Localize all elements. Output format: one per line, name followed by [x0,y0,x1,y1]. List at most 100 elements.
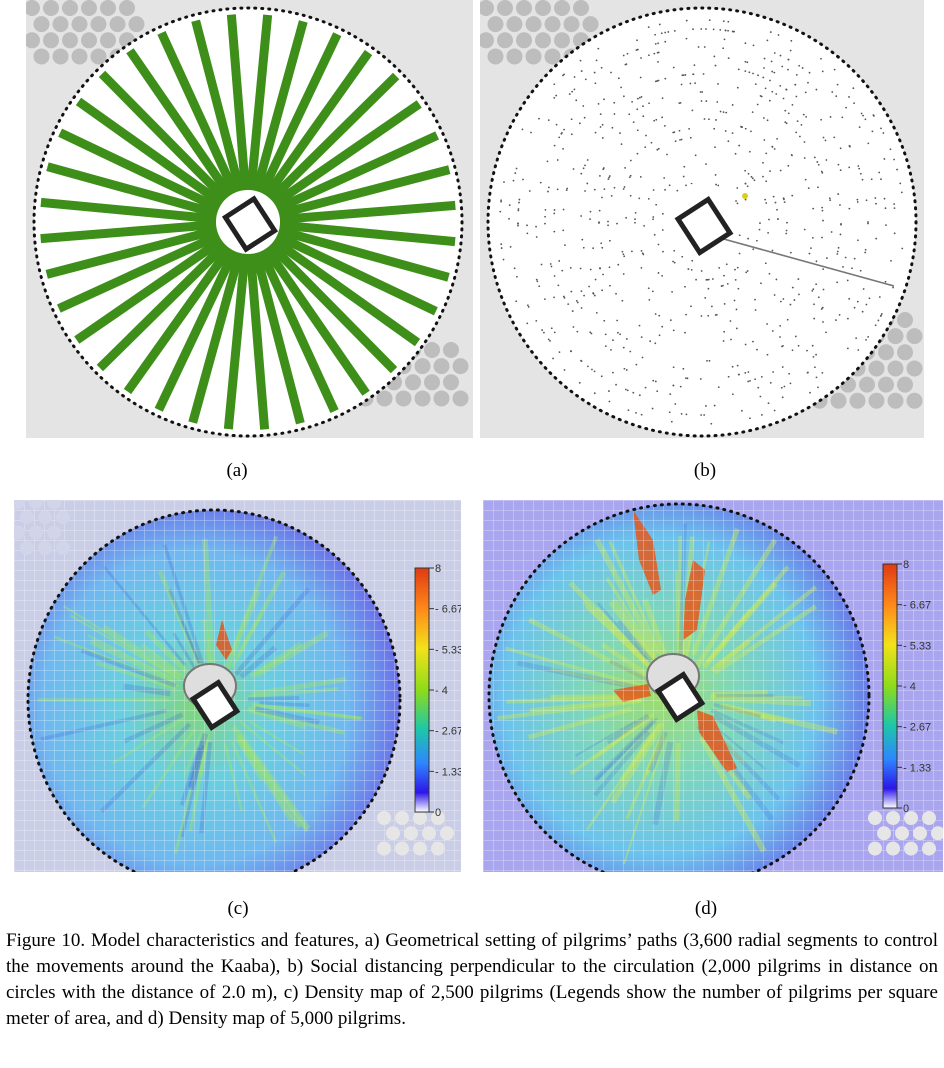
column [887,360,904,377]
pilgrim-dot [879,315,882,317]
pilgrim-dot [692,73,695,76]
pilgrim-dot [552,357,554,360]
pilgrim-dot [771,70,774,73]
pilgrim-dot [639,76,642,79]
boundary-circle [32,6,464,438]
pilgrim-dot [783,201,786,204]
pilgrim-dot [817,163,820,166]
pilgrim-dot [622,346,625,349]
pilgrim-dot [744,42,747,45]
pilgrim-dot [722,20,725,23]
pilgrim-dot [580,307,583,309]
pilgrim-dot [638,197,641,200]
pilgrim-dot [812,207,815,210]
pilgrim-dot [584,78,587,81]
pilgrim-dot [558,260,561,262]
pilgrim-dot [625,63,628,66]
pilgrim-dot [858,167,861,170]
column [878,376,894,393]
pilgrim-dot [673,261,676,264]
pilgrim-dot [771,330,774,332]
pilgrim-dot [708,19,711,22]
pilgrim-dot [572,168,575,170]
column [433,390,450,407]
pilgrim-dot [691,259,694,262]
pilgrim-dot [651,407,654,410]
pilgrim-dot [607,220,609,223]
pilgrim-dot [657,51,660,54]
pilgrim-dot [601,123,604,126]
pilgrim-dot [737,373,740,376]
pilgrim-dot [634,211,637,214]
pilgrim-dot [798,64,801,67]
pilgrim-dot [736,187,739,189]
pilgrim-dot [833,68,836,71]
pilgrim-dot [764,262,767,265]
pilgrim-dot [708,359,711,362]
pilgrim-dot [760,414,763,416]
mosque-columns-decoration [14,500,454,856]
pilgrim-dot [632,391,635,394]
pilgrim-dot [658,23,661,26]
pilgrim-dot [861,178,864,181]
pilgrim-dot [837,193,840,195]
pilgrim-dot [795,74,798,76]
column [878,344,894,361]
column [386,826,400,841]
pilgrim-dot [700,270,703,272]
pilgrim-dot [710,305,713,308]
density-legend: 8 - 6.67 - 5.33 - 4 - 2.67 - 1.33 0 [882,559,931,815]
pilgrim-dot [787,58,790,61]
pilgrim-dot [685,19,688,22]
pilgrim-dot [829,199,832,202]
pilgrim-dot [522,178,524,181]
pilgrim-dot [835,95,838,98]
pilgrim-dot [658,314,661,317]
pilgrim-dot [831,91,834,93]
pilgrim-dot [672,366,675,369]
pilgrim-dot [613,101,616,104]
pilgrim-dot [642,115,645,118]
pilgrim-dot [563,296,566,299]
pilgrim-dot [555,123,558,126]
pilgrim-dot [775,93,778,95]
pilgrim-dot [641,252,644,255]
pilgrim-dot [794,83,797,86]
column [573,0,589,16]
pilgrim-dot [651,290,654,293]
pilgrim-dot [877,319,880,322]
pilgrim-dot [782,197,785,200]
pilgrim-dot [856,300,859,303]
legend-tick-label: - 1.33 [435,766,461,778]
pilgrim-dot [893,203,896,205]
radial-path [267,72,400,203]
pilgrim-dot [760,282,762,285]
pilgrim-dot [512,179,515,182]
pilgrim-dot [664,31,667,34]
pilgrim-dot [773,148,776,150]
column [859,376,875,393]
pilgrim-dot [822,268,825,271]
pilgrim-dot [636,108,639,111]
pilgrim-dot [789,303,792,306]
pilgrim-dot [654,313,657,315]
column [544,48,561,65]
pilgrim-dot [815,260,818,263]
column [38,510,52,525]
pilgrim-dot [784,109,787,112]
pilgrim-dot [899,182,902,185]
pilgrim-dot [779,169,782,172]
pilgrim-dot [685,37,688,40]
pilgrim-dot [682,74,685,77]
pilgrim-dot [731,132,734,135]
pilgrim-dot [756,103,759,106]
pilgrim-dot [723,38,726,41]
pilgrim-dot [760,375,763,378]
pilgrim-dot [661,97,664,100]
column [119,0,135,16]
column [71,16,88,33]
pilgrim-dot [744,182,747,185]
column [26,32,40,49]
pilgrim-dot [553,212,556,215]
pilgrim-dot [749,380,751,382]
